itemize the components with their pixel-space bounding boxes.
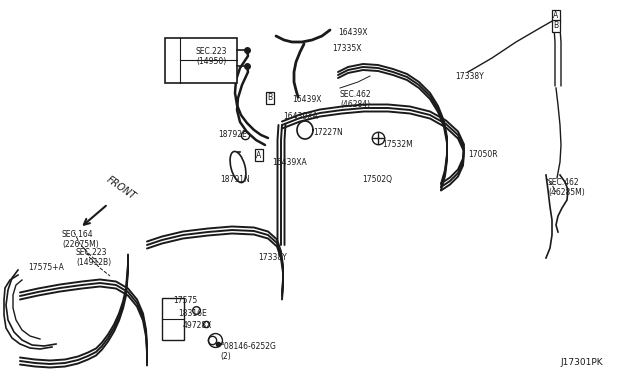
Text: 16439XA: 16439XA — [272, 158, 307, 167]
Text: 18316E: 18316E — [178, 309, 207, 318]
Text: 17338Y: 17338Y — [455, 72, 484, 81]
Text: B: B — [554, 22, 559, 31]
Text: 17335X: 17335X — [332, 44, 362, 53]
Text: 16439X: 16439X — [338, 28, 367, 37]
Text: A: A — [257, 151, 262, 160]
Text: SEC.462
(46284): SEC.462 (46284) — [340, 90, 372, 109]
Text: SEC.462
(46285M): SEC.462 (46285M) — [548, 178, 585, 198]
Ellipse shape — [230, 151, 246, 183]
Text: 18792E: 18792E — [218, 130, 247, 139]
Text: A: A — [554, 12, 559, 20]
Text: 18791N: 18791N — [220, 175, 250, 184]
Text: 16439X: 16439X — [292, 95, 321, 104]
Bar — [162, 298, 184, 340]
Text: 17575+A: 17575+A — [28, 263, 64, 272]
Text: B: B — [268, 93, 273, 103]
Text: FRONT: FRONT — [105, 175, 138, 202]
Text: SEC.223
(14950): SEC.223 (14950) — [196, 47, 227, 66]
Text: SEC.223
(14912B): SEC.223 (14912B) — [76, 248, 111, 267]
Text: 16439XA: 16439XA — [283, 112, 317, 121]
Text: 49728X: 49728X — [183, 321, 212, 330]
Text: 17227N: 17227N — [313, 128, 343, 137]
Text: 17502Q: 17502Q — [362, 175, 392, 184]
Text: °08146-6252G
(2): °08146-6252G (2) — [220, 342, 276, 362]
Text: 17575: 17575 — [173, 296, 197, 305]
Text: 17338Y: 17338Y — [258, 253, 287, 262]
Text: 17050R: 17050R — [468, 150, 498, 159]
Text: SEC.164
(22675M): SEC.164 (22675M) — [62, 230, 99, 249]
Text: 17532M: 17532M — [382, 140, 413, 149]
Bar — [165, 38, 237, 83]
Text: J17301PK: J17301PK — [560, 358, 603, 367]
